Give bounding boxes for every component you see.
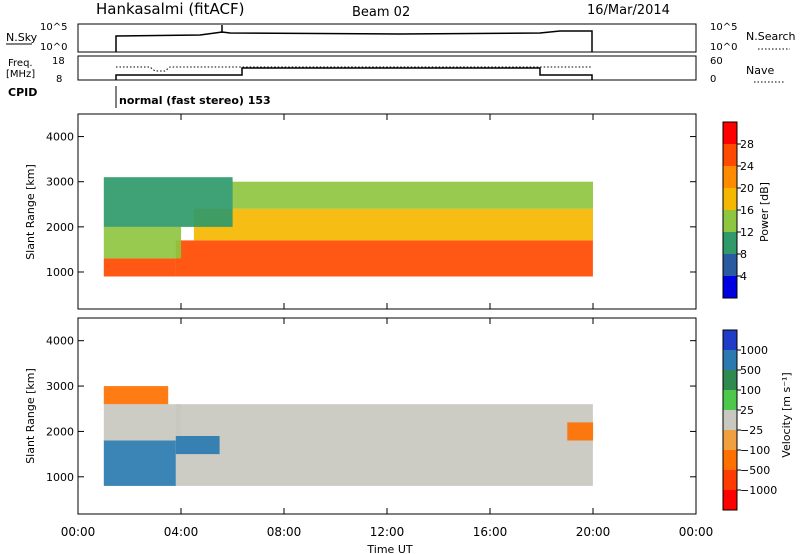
nsky-label: N.Sky — [6, 31, 38, 44]
power-cells — [103, 177, 593, 277]
freq-panel: Freq. [MHz] 18 8 60 0 Nave — [6, 55, 784, 85]
nave-trace — [116, 66, 592, 72]
power-ytick-label-2: 3000 — [46, 176, 74, 189]
velocity-colorbar-label: Velocity [m s⁻¹] — [780, 372, 793, 457]
time-x-axis: 00:00 04:00 08:00 12:00 16:00 20:00 00:00 — [61, 114, 714, 539]
velocity-region-2 — [103, 404, 182, 441]
power-colorbar-tick-2: 20 — [740, 182, 754, 195]
power-ylabel: Slant Range [km] — [24, 164, 37, 260]
velocity-colorbar-tick-5: −100 — [740, 444, 770, 457]
x-tick-label-1: 04:00 — [164, 525, 199, 539]
power-y-axis: 1000 2000 3000 4000 — [46, 131, 696, 279]
x-tick-label-6: 00:00 — [679, 525, 714, 539]
power-colorbar-tick-1: 24 — [740, 160, 754, 173]
velocity-ytick-label-3: 4000 — [46, 335, 74, 348]
nsearch-label: N.Search — [746, 30, 796, 43]
velocity-colorbar-tick-2: 100 — [740, 384, 761, 397]
power-region-3 — [103, 226, 182, 259]
power-ytick-label-0: 1000 — [46, 266, 74, 279]
power-colorbar-tick-6: 4 — [740, 270, 747, 283]
x-tick-label-2: 08:00 — [267, 525, 302, 539]
x-tick-label-3: 12:00 — [370, 525, 405, 539]
x-tick-label-0: 00:00 — [61, 525, 96, 539]
x-tick-label-5: 20:00 — [576, 525, 611, 539]
velocity-colorbar-swatch-5 — [723, 430, 737, 450]
nsearch-tick-top: 10^5 — [710, 22, 737, 33]
x-axis-label: Time UT — [366, 543, 412, 554]
velocity-colorbar-swatch-3 — [723, 390, 737, 410]
power-colorbar-tick-0: 28 — [740, 138, 754, 151]
velocity-region-0 — [103, 440, 176, 486]
power-region-4 — [232, 181, 593, 209]
velocity-region-1 — [175, 404, 593, 486]
freq-label-top: Freq. — [8, 58, 33, 69]
power-region-0 — [103, 258, 176, 277]
nsky-tick-top: 10^5 — [40, 22, 67, 33]
power-colorbar-swatch-1 — [723, 144, 737, 166]
nave-tick-top: 60 — [710, 56, 723, 67]
velocity-colorbar-swatch-1 — [723, 350, 737, 370]
velocity-ytick-label-0: 1000 — [46, 471, 74, 484]
nave-label: Nave — [746, 64, 774, 77]
power-colorbar-swatch-4 — [723, 210, 737, 232]
x-tick-label-4: 16:00 — [473, 525, 508, 539]
cpid-mode: normal (fast stereo) 153 — [119, 94, 271, 107]
velocity-region-5 — [175, 436, 220, 455]
velocity-colorbar-tick-3: 25 — [740, 404, 754, 417]
power-ytick-label-3: 4000 — [46, 131, 74, 144]
nave-tick-bottom: 0 — [710, 74, 716, 85]
velocity-colorbar-tick-6: −500 — [740, 464, 770, 477]
power-colorbar-swatch-0 — [723, 122, 737, 144]
freq-tick-bottom: 8 — [56, 74, 62, 85]
power-region-2 — [193, 208, 593, 241]
velocity-cells — [103, 386, 594, 486]
velocity-ylabel: Slant Range [km] — [24, 368, 37, 464]
power-colorbar-swatch-7 — [723, 276, 737, 298]
power-panel: 1000 2000 3000 4000 Slant Range [km] — [24, 113, 697, 310]
velocity-colorbar-swatch-7 — [723, 470, 737, 490]
power-region-1 — [175, 240, 593, 277]
freq-label-bottom: [MHz] — [6, 69, 35, 80]
power-colorbar-swatch-2 — [723, 166, 737, 188]
velocity-colorbar-swatch-2 — [723, 370, 737, 390]
power-colorbar-swatch-6 — [723, 254, 737, 276]
velocity-colorbar-swatch-4 — [723, 410, 737, 430]
power-colorbar: 28 24 20 16 12 8 4 — [722, 121, 754, 299]
power-colorbar-tick-4: 12 — [740, 226, 754, 239]
velocity-colorbar-tick-4: −25 — [740, 424, 763, 437]
power-colorbar-tick-5: 8 — [740, 248, 747, 261]
power-colorbar-swatch-3 — [723, 188, 737, 210]
nsky-tick-bottom: 10^0 — [40, 42, 67, 53]
power-ytick-label-1: 2000 — [46, 221, 74, 234]
freq-trace — [115, 67, 593, 80]
date-title: 16/Mar/2014 — [587, 3, 670, 18]
velocity-colorbar: 1000 500 100 25 −25 −100 −500 −1000 — [722, 329, 777, 511]
nsky-trace — [115, 30, 593, 52]
power-colorbar-tick-3: 16 — [740, 204, 754, 217]
velocity-colorbar-tick-0: 1000 — [740, 344, 768, 357]
nsky-panel: N.Sky 10^5 10^0 10^5 10^0 N.Search — [6, 22, 796, 53]
station-title: Hankasalmi (fitACF) — [96, 0, 244, 18]
cpid-label: CPID — [8, 86, 37, 99]
velocity-ytick-label-2: 3000 — [46, 380, 74, 393]
velocity-panel: 1000 2000 3000 4000 Slant Range [km] — [24, 317, 697, 515]
freq-tick-top: 18 — [52, 56, 65, 67]
velocity-region-3 — [103, 386, 169, 405]
power-colorbar-swatch-5 — [723, 232, 737, 254]
velocity-colorbar-swatch-0 — [723, 330, 737, 350]
velocity-colorbar-tick-7: −1000 — [740, 484, 777, 497]
velocity-colorbar-swatch-6 — [723, 450, 737, 470]
nsearch-tick-bottom: 10^0 — [710, 42, 737, 53]
power-region-5 — [103, 177, 233, 227]
velocity-colorbar-swatch-8 — [723, 490, 737, 510]
velocity-ytick-label-1: 2000 — [46, 425, 74, 438]
velocity-colorbar-tick-1: 500 — [740, 364, 761, 377]
beam-title: Beam 02 — [352, 5, 410, 20]
velocity-region-4 — [567, 422, 594, 441]
velocity-y-axis: 1000 2000 3000 4000 — [46, 335, 696, 484]
power-colorbar-label: Power [dB] — [758, 182, 771, 242]
